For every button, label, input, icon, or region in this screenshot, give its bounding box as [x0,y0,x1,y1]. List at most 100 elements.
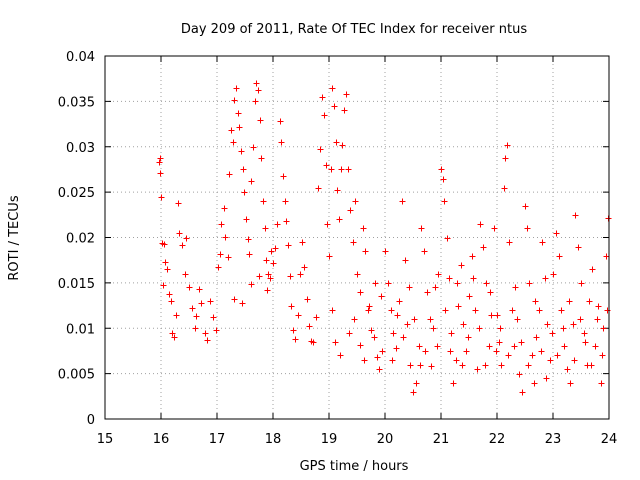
data-point [301,264,308,271]
data-point [460,321,467,328]
data-point [270,260,277,267]
data-point [328,166,335,173]
data-point [539,239,546,246]
x-tick-label: 19 [321,432,338,447]
data-point [260,198,267,205]
data-point [336,216,343,223]
data-point [382,248,389,255]
data-point [228,127,235,134]
data-point [378,293,385,300]
data-point [469,253,476,260]
data-point [536,307,543,314]
data-point [512,284,519,291]
data-point [341,107,348,114]
data-point [529,352,536,359]
data-point [207,298,214,305]
data-point [441,198,448,205]
data-point [394,312,401,319]
data-point [493,348,500,355]
data-point [331,103,338,110]
data-point [564,366,571,373]
data-point [189,305,196,312]
data-point [245,236,252,243]
data-point [413,380,420,387]
data-point [329,307,336,314]
data-point [578,280,585,287]
data-point [169,330,176,337]
data-point [221,205,228,212]
data-point [288,303,295,310]
data-point [504,142,511,149]
data-point [171,334,178,341]
y-tick-label: 0 [87,413,95,428]
data-point [357,289,364,296]
data-point [600,325,607,332]
data-point [455,303,462,310]
data-point [268,248,275,255]
data-point [313,314,320,321]
x-tick-label: 24 [601,432,618,447]
data-point [453,357,460,364]
data-point [179,242,186,249]
data-point [262,225,269,232]
grid-lines [105,56,609,419]
x-tick-label: 18 [265,432,282,447]
data-point [231,97,238,104]
data-point [589,266,596,273]
data-point [558,307,565,314]
data-point [406,284,413,291]
data-point [351,316,358,323]
data-point [350,239,357,246]
data-point [427,316,434,323]
data-point [362,248,369,255]
data-point [477,221,484,228]
data-point [421,248,428,255]
data-point [428,363,435,370]
data-point [505,352,512,359]
data-point [186,284,193,291]
data-point [486,343,493,350]
x-tick-label: 21 [433,432,450,447]
data-point [442,307,449,314]
data-point [290,327,297,334]
data-point [544,321,551,328]
data-point [501,185,508,192]
data-point [604,307,611,314]
data-point [516,371,523,378]
data-point [158,194,165,201]
data-point [238,148,245,155]
data-point [166,291,173,298]
data-point [202,330,209,337]
data-point [434,343,441,350]
data-point [233,85,240,92]
data-point [246,251,253,258]
data-point [265,271,272,278]
data-point [243,216,250,223]
data-point [588,362,595,369]
y-tick-label: 0.035 [58,95,95,110]
data-point [239,300,246,307]
data-point [575,244,582,251]
data-point [592,343,599,350]
x-tick-label: 15 [97,432,114,447]
data-point [444,235,451,242]
data-point [483,280,490,287]
data-point [230,139,237,146]
data-point [222,234,229,241]
data-point [411,316,418,323]
data-point [454,280,461,287]
data-point [352,198,359,205]
data-point [448,330,455,337]
data-point [256,273,263,280]
data-point [389,357,396,364]
data-point [299,239,306,246]
data-point [225,254,232,261]
tick-labels: 15 16 17 18 19 20 21 22 23 24 0 0.005 0.01 0.015 0.02 0… [58,50,617,447]
data-point [595,303,602,310]
data-point [365,307,372,314]
data-point [346,330,353,337]
data-point [354,271,361,278]
data-point [218,221,225,228]
data-point [463,348,470,355]
data-point [338,166,345,173]
